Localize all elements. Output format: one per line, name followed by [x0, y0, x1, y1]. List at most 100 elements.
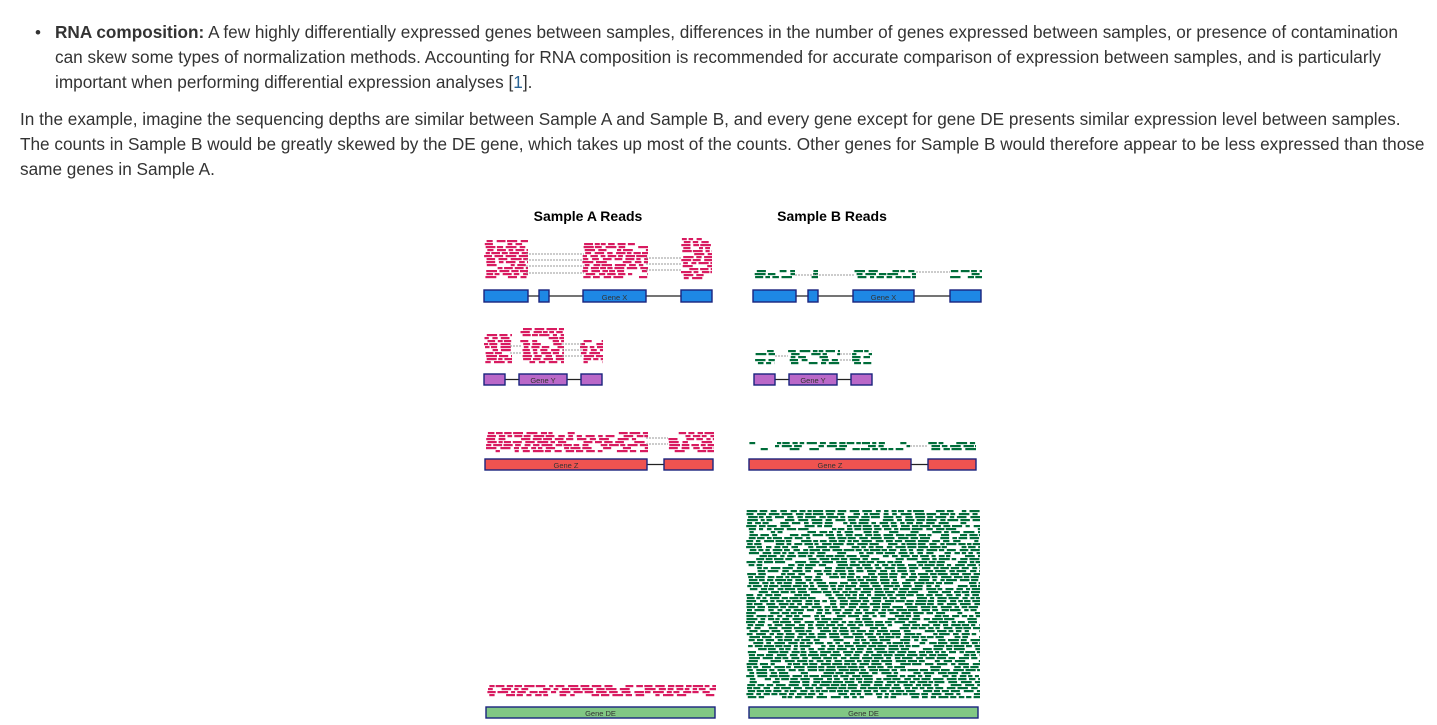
sample-a-gene-y-junctions: [562, 343, 582, 357]
read: [837, 353, 840, 356]
read: [967, 276, 974, 279]
read: [889, 576, 897, 579]
read: [864, 693, 873, 696]
read: [850, 693, 856, 696]
read: [863, 588, 873, 591]
read: [505, 261, 516, 264]
read: [948, 639, 959, 642]
read: [524, 685, 535, 688]
read: [862, 618, 872, 621]
read: [919, 642, 926, 645]
read: [763, 567, 768, 570]
read: [644, 691, 651, 694]
read: [549, 685, 554, 688]
read: [768, 606, 779, 609]
read: [863, 549, 869, 552]
read: [681, 271, 692, 274]
read: [807, 531, 816, 534]
read: [884, 567, 895, 570]
read: [814, 615, 819, 618]
read: [784, 519, 795, 522]
read: [583, 340, 592, 343]
read: [892, 642, 904, 645]
read: [780, 621, 792, 624]
read: [871, 660, 880, 663]
read: [782, 552, 787, 555]
read: [756, 669, 767, 672]
read: [813, 540, 819, 543]
read: [639, 444, 648, 447]
read: [484, 243, 493, 246]
read: [812, 522, 823, 525]
read: [492, 349, 498, 352]
read: [780, 585, 792, 588]
read: [800, 678, 810, 681]
read: [809, 582, 814, 585]
read: [910, 573, 916, 576]
read: [797, 660, 808, 663]
read: [594, 246, 602, 249]
read: [972, 663, 980, 666]
read: [979, 630, 980, 633]
read: [534, 355, 542, 358]
read: [798, 624, 805, 627]
read: [921, 624, 930, 627]
reference-link[interactable]: 1: [513, 72, 523, 92]
read: [871, 663, 882, 666]
read: [765, 690, 772, 693]
read: [756, 693, 761, 696]
read: [619, 688, 630, 691]
read: [946, 579, 957, 582]
read: [749, 672, 755, 675]
read: [971, 273, 980, 276]
read: [774, 666, 785, 669]
read: [864, 621, 874, 624]
read: [883, 588, 890, 591]
read: [970, 549, 980, 552]
read: [830, 684, 840, 687]
read: [844, 609, 854, 612]
read: [913, 612, 924, 615]
read: [760, 448, 768, 451]
read: [883, 537, 895, 540]
read: [850, 648, 855, 651]
read: [794, 594, 803, 597]
read: [851, 663, 857, 666]
read: [949, 651, 956, 654]
read: [559, 694, 567, 697]
read: [923, 672, 935, 675]
read: [794, 615, 800, 618]
gene-y-model-a: Gene Y: [483, 373, 603, 386]
read: [907, 669, 919, 672]
read: [805, 603, 813, 606]
read: [928, 561, 936, 564]
read: [496, 246, 504, 249]
read: [510, 258, 522, 261]
read: [625, 694, 632, 697]
read: [514, 267, 524, 270]
read: [710, 435, 714, 438]
read: [548, 432, 553, 435]
read: [849, 564, 860, 567]
read: [685, 435, 691, 438]
read: [541, 346, 550, 349]
read: [937, 600, 947, 603]
read: [747, 585, 752, 588]
read: [950, 445, 961, 448]
read: [521, 438, 531, 441]
read: [972, 543, 980, 546]
read: [900, 442, 907, 445]
read: [889, 612, 899, 615]
read: [867, 594, 872, 597]
read: [877, 630, 888, 633]
read: [926, 519, 937, 522]
read: [849, 522, 857, 525]
read: [853, 350, 863, 353]
read: [940, 567, 949, 570]
read: [848, 606, 857, 609]
read: [852, 356, 861, 359]
read: [890, 630, 900, 633]
read: [837, 690, 843, 693]
read: [962, 573, 971, 576]
read: [955, 630, 962, 633]
